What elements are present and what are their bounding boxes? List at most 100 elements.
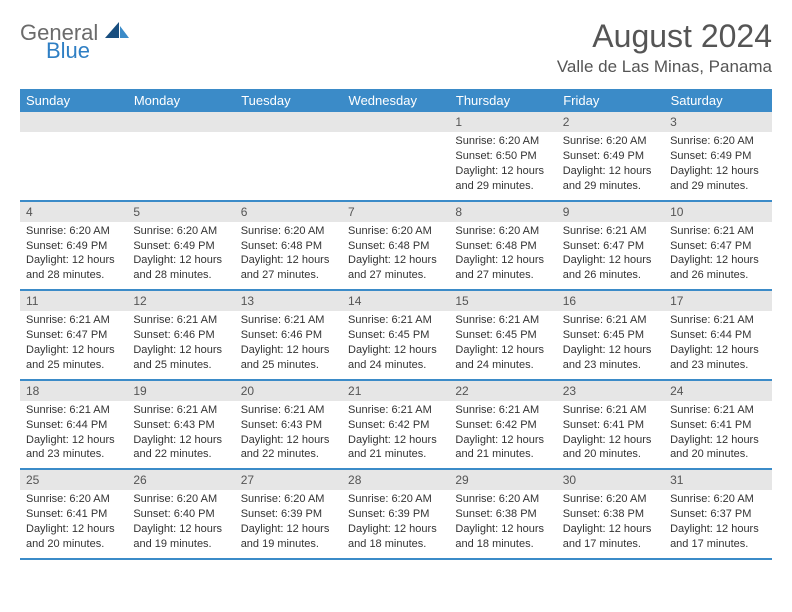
sunrise-text: Sunrise: 6:21 AM (670, 313, 765, 328)
calendar-row: 18Sunrise: 6:21 AMSunset: 6:44 PMDayligh… (20, 380, 772, 470)
daynum-bar: 6 (235, 202, 342, 222)
daylight-text-1: Daylight: 12 hours (563, 433, 658, 448)
calendar-cell: 31Sunrise: 6:20 AMSunset: 6:37 PMDayligh… (664, 469, 771, 559)
sunrise-text: Sunrise: 6:20 AM (26, 492, 121, 507)
calendar-cell: 8Sunrise: 6:20 AMSunset: 6:48 PMDaylight… (449, 201, 556, 291)
calendar-cell: 28Sunrise: 6:20 AMSunset: 6:39 PMDayligh… (342, 469, 449, 559)
weekday-header: Tuesday (235, 89, 342, 112)
sunset-text: Sunset: 6:43 PM (241, 418, 336, 433)
cell-details: Sunrise: 6:20 AMSunset: 6:38 PMDaylight:… (557, 492, 664, 557)
daylight-text-1: Daylight: 12 hours (455, 522, 550, 537)
cell-details: Sunrise: 6:21 AMSunset: 6:46 PMDaylight:… (127, 313, 234, 378)
sunrise-text: Sunrise: 6:21 AM (670, 403, 765, 418)
sunset-text: Sunset: 6:48 PM (455, 239, 550, 254)
sunrise-text: Sunrise: 6:20 AM (133, 492, 228, 507)
daylight-text-2: and 25 minutes. (241, 358, 336, 373)
sunrise-text: Sunrise: 6:20 AM (670, 492, 765, 507)
calendar-row: 1Sunrise: 6:20 AMSunset: 6:50 PMDaylight… (20, 112, 772, 201)
daylight-text-2: and 29 minutes. (563, 179, 658, 194)
month-title: August 2024 (557, 18, 772, 55)
weekday-header: Sunday (20, 89, 127, 112)
calendar-cell: 18Sunrise: 6:21 AMSunset: 6:44 PMDayligh… (20, 380, 127, 470)
daylight-text-1: Daylight: 12 hours (455, 433, 550, 448)
weekday-header: Thursday (449, 89, 556, 112)
sunrise-text: Sunrise: 6:21 AM (348, 313, 443, 328)
daynum-bar: 27 (235, 470, 342, 490)
calendar-cell: 29Sunrise: 6:20 AMSunset: 6:38 PMDayligh… (449, 469, 556, 559)
calendar-cell: 12Sunrise: 6:21 AMSunset: 6:46 PMDayligh… (127, 290, 234, 380)
daylight-text-2: and 18 minutes. (348, 537, 443, 552)
daylight-text-2: and 19 minutes. (133, 537, 228, 552)
calendar-cell: 19Sunrise: 6:21 AMSunset: 6:43 PMDayligh… (127, 380, 234, 470)
daynum-bar (235, 112, 342, 132)
sunrise-text: Sunrise: 6:21 AM (563, 224, 658, 239)
cell-details: Sunrise: 6:21 AMSunset: 6:47 PMDaylight:… (664, 224, 771, 289)
daylight-text-2: and 25 minutes. (26, 358, 121, 373)
daylight-text-1: Daylight: 12 hours (670, 433, 765, 448)
daylight-text-2: and 28 minutes. (26, 268, 121, 283)
sunrise-text: Sunrise: 6:20 AM (670, 134, 765, 149)
calendar-cell (127, 112, 234, 201)
daynum-bar: 1 (449, 112, 556, 132)
sunset-text: Sunset: 6:49 PM (563, 149, 658, 164)
daylight-text-2: and 17 minutes. (563, 537, 658, 552)
calendar-cell: 13Sunrise: 6:21 AMSunset: 6:46 PMDayligh… (235, 290, 342, 380)
cell-details: Sunrise: 6:20 AMSunset: 6:48 PMDaylight:… (449, 224, 556, 289)
sunrise-text: Sunrise: 6:20 AM (133, 224, 228, 239)
daylight-text-1: Daylight: 12 hours (563, 343, 658, 358)
calendar-cell: 9Sunrise: 6:21 AMSunset: 6:47 PMDaylight… (557, 201, 664, 291)
daylight-text-1: Daylight: 12 hours (455, 343, 550, 358)
daylight-text-2: and 24 minutes. (348, 358, 443, 373)
daynum-bar: 18 (20, 381, 127, 401)
daynum-bar: 29 (449, 470, 556, 490)
calendar-row: 11Sunrise: 6:21 AMSunset: 6:47 PMDayligh… (20, 290, 772, 380)
sunrise-text: Sunrise: 6:21 AM (26, 313, 121, 328)
cell-details: Sunrise: 6:21 AMSunset: 6:45 PMDaylight:… (342, 313, 449, 378)
daylight-text-2: and 22 minutes. (133, 447, 228, 462)
daylight-text-1: Daylight: 12 hours (133, 522, 228, 537)
cell-details: Sunrise: 6:21 AMSunset: 6:41 PMDaylight:… (664, 403, 771, 468)
cell-details: Sunrise: 6:20 AMSunset: 6:40 PMDaylight:… (127, 492, 234, 557)
sunrise-text: Sunrise: 6:21 AM (455, 313, 550, 328)
calendar-header: SundayMondayTuesdayWednesdayThursdayFrid… (20, 89, 772, 112)
calendar-cell: 4Sunrise: 6:20 AMSunset: 6:49 PMDaylight… (20, 201, 127, 291)
daynum-bar: 14 (342, 291, 449, 311)
daylight-text-1: Daylight: 12 hours (241, 343, 336, 358)
sunset-text: Sunset: 6:49 PM (26, 239, 121, 254)
daynum-bar: 20 (235, 381, 342, 401)
daylight-text-1: Daylight: 12 hours (241, 253, 336, 268)
sunrise-text: Sunrise: 6:20 AM (348, 224, 443, 239)
cell-details: Sunrise: 6:21 AMSunset: 6:41 PMDaylight:… (557, 403, 664, 468)
sunset-text: Sunset: 6:39 PM (348, 507, 443, 522)
daynum-bar: 26 (127, 470, 234, 490)
sunrise-text: Sunrise: 6:21 AM (670, 224, 765, 239)
calendar-cell: 11Sunrise: 6:21 AMSunset: 6:47 PMDayligh… (20, 290, 127, 380)
calendar-cell (235, 112, 342, 201)
sunrise-text: Sunrise: 6:20 AM (348, 492, 443, 507)
cell-details: Sunrise: 6:20 AMSunset: 6:48 PMDaylight:… (235, 224, 342, 289)
calendar-table: SundayMondayTuesdayWednesdayThursdayFrid… (20, 89, 772, 560)
calendar-cell: 24Sunrise: 6:21 AMSunset: 6:41 PMDayligh… (664, 380, 771, 470)
daynum-bar: 5 (127, 202, 234, 222)
daynum-bar (342, 112, 449, 132)
calendar-cell: 14Sunrise: 6:21 AMSunset: 6:45 PMDayligh… (342, 290, 449, 380)
daylight-text-2: and 27 minutes. (241, 268, 336, 283)
daylight-text-1: Daylight: 12 hours (563, 164, 658, 179)
cell-details: Sunrise: 6:21 AMSunset: 6:45 PMDaylight:… (449, 313, 556, 378)
sunrise-text: Sunrise: 6:20 AM (241, 492, 336, 507)
daynum-bar: 12 (127, 291, 234, 311)
calendar-cell: 10Sunrise: 6:21 AMSunset: 6:47 PMDayligh… (664, 201, 771, 291)
calendar-row: 25Sunrise: 6:20 AMSunset: 6:41 PMDayligh… (20, 469, 772, 559)
cell-details: Sunrise: 6:21 AMSunset: 6:45 PMDaylight:… (557, 313, 664, 378)
calendar-cell: 5Sunrise: 6:20 AMSunset: 6:49 PMDaylight… (127, 201, 234, 291)
cell-details: Sunrise: 6:21 AMSunset: 6:46 PMDaylight:… (235, 313, 342, 378)
sunrise-text: Sunrise: 6:21 AM (241, 403, 336, 418)
daylight-text-2: and 29 minutes. (670, 179, 765, 194)
cell-details: Sunrise: 6:20 AMSunset: 6:38 PMDaylight:… (449, 492, 556, 557)
sunset-text: Sunset: 6:47 PM (670, 239, 765, 254)
daynum-bar: 19 (127, 381, 234, 401)
daynum-bar: 21 (342, 381, 449, 401)
daynum-bar: 9 (557, 202, 664, 222)
location-text: Valle de Las Minas, Panama (557, 57, 772, 77)
daylight-text-1: Daylight: 12 hours (133, 343, 228, 358)
